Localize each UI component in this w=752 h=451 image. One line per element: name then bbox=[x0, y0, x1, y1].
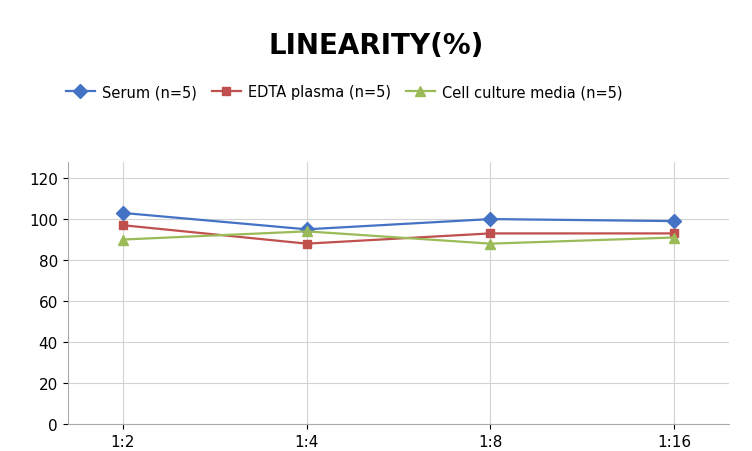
Serum (n=5) bbox=[486, 217, 495, 222]
EDTA plasma (n=5) bbox=[302, 241, 311, 247]
Line: EDTA plasma (n=5): EDTA plasma (n=5) bbox=[119, 221, 678, 248]
Serum (n=5) bbox=[118, 211, 127, 216]
Text: LINEARITY(%): LINEARITY(%) bbox=[268, 32, 484, 60]
Serum (n=5) bbox=[302, 227, 311, 233]
Legend: Serum (n=5), EDTA plasma (n=5), Cell culture media (n=5): Serum (n=5), EDTA plasma (n=5), Cell cul… bbox=[60, 79, 629, 106]
Cell culture media (n=5) bbox=[118, 237, 127, 243]
EDTA plasma (n=5) bbox=[670, 231, 679, 237]
Cell culture media (n=5) bbox=[486, 241, 495, 247]
Cell culture media (n=5) bbox=[670, 235, 679, 241]
Line: Serum (n=5): Serum (n=5) bbox=[118, 209, 679, 235]
EDTA plasma (n=5) bbox=[118, 223, 127, 228]
EDTA plasma (n=5) bbox=[486, 231, 495, 237]
Line: Cell culture media (n=5): Cell culture media (n=5) bbox=[118, 227, 679, 249]
Serum (n=5) bbox=[670, 219, 679, 224]
Cell culture media (n=5) bbox=[302, 229, 311, 235]
